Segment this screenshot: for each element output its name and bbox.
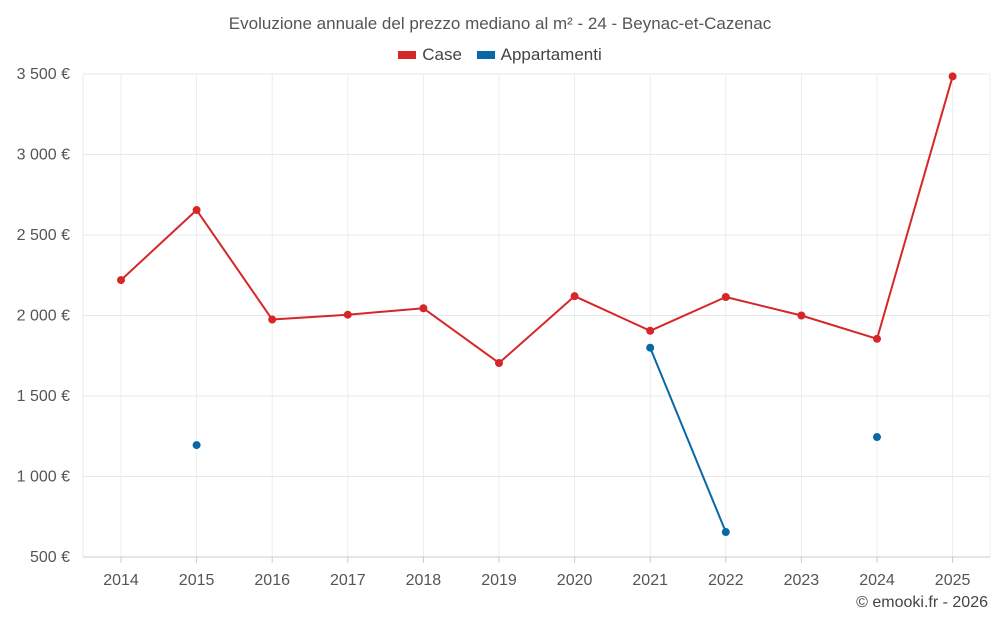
x-tick-label: 2015 bbox=[179, 572, 215, 589]
data-point-case[interactable] bbox=[192, 206, 201, 215]
data-point-appartamenti[interactable] bbox=[873, 433, 881, 442]
data-point-case[interactable] bbox=[495, 358, 503, 367]
x-tick-label: 2018 bbox=[406, 572, 442, 589]
line-segment-case bbox=[724, 295, 803, 317]
data-point-case[interactable] bbox=[570, 292, 579, 301]
data-point-case[interactable] bbox=[721, 292, 730, 301]
line-segment-case bbox=[271, 313, 349, 321]
y-tick-label: 500 € bbox=[30, 549, 70, 566]
data-point-case[interactable] bbox=[948, 72, 957, 81]
y-tick-label: 2 000 € bbox=[17, 308, 70, 325]
data-point-appartamenti[interactable] bbox=[721, 528, 730, 537]
footer-credit: © emooki.fr - 2026 bbox=[856, 594, 988, 611]
line-segment-case bbox=[498, 295, 576, 364]
y-tick-label: 3 000 € bbox=[17, 147, 70, 164]
x-tick-label: 2023 bbox=[784, 572, 820, 589]
y-axis: 500 € 1 000 € 1 500 € 2 000 € 2 500 € 3 000 €… bbox=[17, 66, 70, 566]
y-tick-label: 1 500 € bbox=[17, 388, 70, 405]
data-point-case[interactable] bbox=[419, 304, 428, 313]
series-points bbox=[117, 72, 957, 537]
x-tick-label: 2024 bbox=[859, 572, 895, 589]
y-tick-label: 2 500 € bbox=[17, 227, 70, 244]
x-tick-label: 2016 bbox=[254, 572, 290, 589]
data-point-case[interactable] bbox=[873, 334, 881, 343]
legend-label-case: Case bbox=[422, 45, 462, 64]
data-point-case[interactable] bbox=[117, 276, 125, 285]
legend-swatch-appartamenti bbox=[476, 50, 495, 59]
x-tick-label: 2020 bbox=[557, 572, 593, 589]
grid-lines bbox=[82, 73, 991, 558]
legend-item-case[interactable]: Case bbox=[398, 45, 462, 65]
line-segment-case bbox=[346, 307, 425, 316]
y-tick-label: 3 500 € bbox=[17, 66, 70, 83]
x-tick-label: 2022 bbox=[708, 572, 744, 589]
x-tick-label: 2014 bbox=[103, 572, 139, 589]
data-point-case[interactable] bbox=[797, 311, 806, 320]
legend-swatch-case bbox=[398, 50, 417, 59]
chart-title: Evoluzione annuale del prezzo mediano al… bbox=[228, 14, 772, 33]
data-point-appartamenti[interactable] bbox=[192, 441, 201, 450]
series-lines bbox=[120, 75, 954, 534]
data-point-appartamenti[interactable] bbox=[646, 343, 655, 352]
legend-label-appartamenti: Appartamenti bbox=[500, 45, 602, 64]
data-point-case[interactable] bbox=[343, 310, 352, 319]
line-segment-appartamenti bbox=[649, 346, 727, 534]
x-tick-label: 2017 bbox=[330, 572, 366, 589]
x-axis: 2014 2015 2016 2017 2018 2019 2020 2021 2022 2023… bbox=[83, 556, 990, 589]
chart-legend: Case Appartamenti bbox=[0, 45, 1000, 65]
line-segment-case bbox=[800, 314, 878, 340]
line-segment-case bbox=[422, 307, 500, 364]
x-tick-label: 2021 bbox=[632, 572, 668, 589]
line-segment-case bbox=[573, 295, 652, 332]
x-tick-label: 2025 bbox=[935, 572, 971, 589]
legend-item-appartamenti[interactable]: Appartamenti bbox=[476, 45, 602, 65]
line-segment-case bbox=[195, 209, 274, 321]
x-tick-label: 2019 bbox=[481, 572, 517, 589]
line-segment-case bbox=[876, 75, 954, 340]
line-segment-case bbox=[120, 209, 198, 282]
y-tick-label: 1 000 € bbox=[17, 469, 70, 486]
line-segment-case bbox=[649, 295, 727, 332]
data-point-case[interactable] bbox=[268, 315, 277, 324]
data-point-case[interactable] bbox=[646, 326, 655, 335]
